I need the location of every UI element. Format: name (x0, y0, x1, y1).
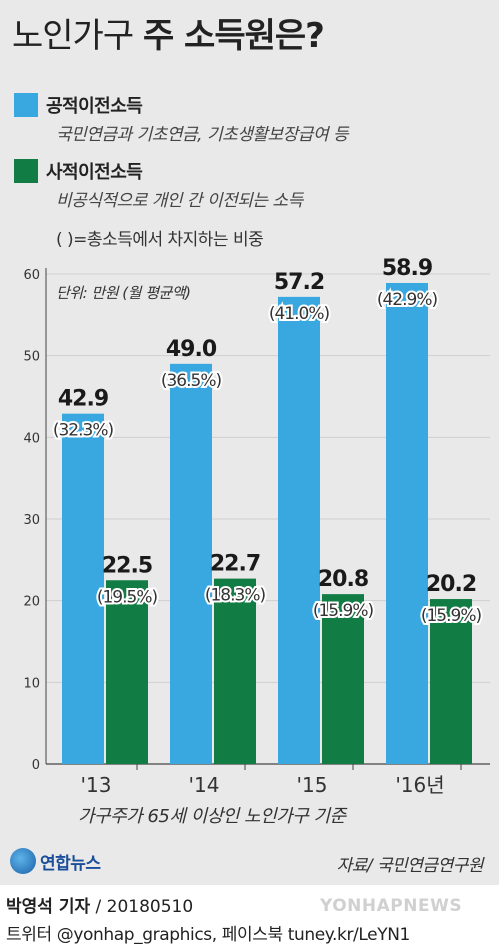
page-title: 노인가구 주 소득원은? (12, 8, 325, 57)
legend-desc-private: 비공식적으로 개인 간 이전되는 소득 (56, 191, 303, 211)
share-label: (15.9%) (313, 601, 374, 621)
share-label: (15.9%) (421, 606, 482, 626)
share-label: (42.9%) (377, 290, 438, 310)
logo-text: 연합뉴스 (40, 853, 101, 874)
share-label: (32.3%) (53, 421, 114, 441)
value-label: 58.9 (382, 256, 432, 281)
value-label: 22.5 (102, 553, 152, 578)
bar-private (322, 594, 364, 764)
credit-line: 박영석 기자 / 20180510 (6, 892, 193, 917)
legend-public: 공적이전소득 (14, 92, 143, 118)
logo-mark-icon (10, 848, 36, 874)
share-label: (41.0%) (269, 304, 330, 324)
bar-public (278, 296, 320, 764)
bar-public (170, 363, 212, 764)
publish-date: / 20180510 (95, 897, 194, 917)
x-tick-label: '13 (81, 773, 112, 797)
y-tick-label: 40 (23, 431, 40, 446)
value-label: 22.7 (210, 552, 260, 577)
share-label: (19.5%) (97, 587, 158, 607)
source-text: 자료/ 국민연금연구원 (336, 856, 484, 876)
reporter-name: 박영석 기자 (6, 897, 91, 917)
social-links: 트위터 @yonhap_graphics, 페이스북 tuney.kr/LeYN… (6, 925, 410, 945)
y-tick-label: 10 (23, 676, 40, 691)
share-label: (36.5%) (161, 371, 222, 391)
value-label: 42.9 (58, 387, 108, 412)
legend-name-private: 사적이전소득 (46, 162, 143, 183)
yonhap-logo: 연합뉴스 (10, 848, 101, 874)
value-label: 20.8 (318, 567, 368, 592)
unit-label: 단위: 만원 (월 평균액) (56, 284, 191, 302)
y-tick-label: 20 (23, 595, 40, 610)
legend-private: 사적이전소득 (14, 158, 143, 184)
bar-public (62, 413, 104, 764)
y-tick-label: 60 (23, 268, 40, 283)
value-label: 49.0 (166, 337, 217, 362)
value-label: 20.2 (426, 572, 476, 597)
legend-swatch-public (14, 93, 38, 117)
legend-swatch-private (14, 159, 38, 183)
footnote: 가구주가 65세 이상인 노인가구 기준 (78, 806, 346, 827)
share-label: (18.3%) (205, 586, 266, 606)
watermark: YONHAPNEWS (320, 896, 463, 916)
bar-private (214, 578, 256, 764)
y-tick-label: 50 (23, 350, 40, 365)
title-bold: 주 소득원은? (142, 16, 325, 56)
legend-desc-public: 국민연금과 기초연금, 기초생활보장급여 등 (56, 125, 349, 145)
legend-name-public: 공적이전소득 (46, 96, 143, 117)
y-tick-label: 0 (32, 758, 40, 773)
share-note: ( )=총소득에서 차지하는 비중 (56, 230, 264, 250)
value-label: 57.2 (274, 270, 324, 295)
x-tick-label: '14 (189, 773, 220, 797)
x-tick-label: '15 (297, 773, 328, 797)
bar-public (386, 282, 428, 764)
bar-private (106, 580, 148, 764)
bar-chart: 0 10 20 30 40 50 60 '13 42.9 (32.3%) 22.5 (19.5%) '1… (23, 256, 490, 797)
title-light: 노인가구 (12, 16, 134, 56)
x-tick-label: '16년 (395, 773, 444, 797)
y-tick-label: 30 (23, 513, 40, 528)
bar-private (430, 599, 472, 764)
